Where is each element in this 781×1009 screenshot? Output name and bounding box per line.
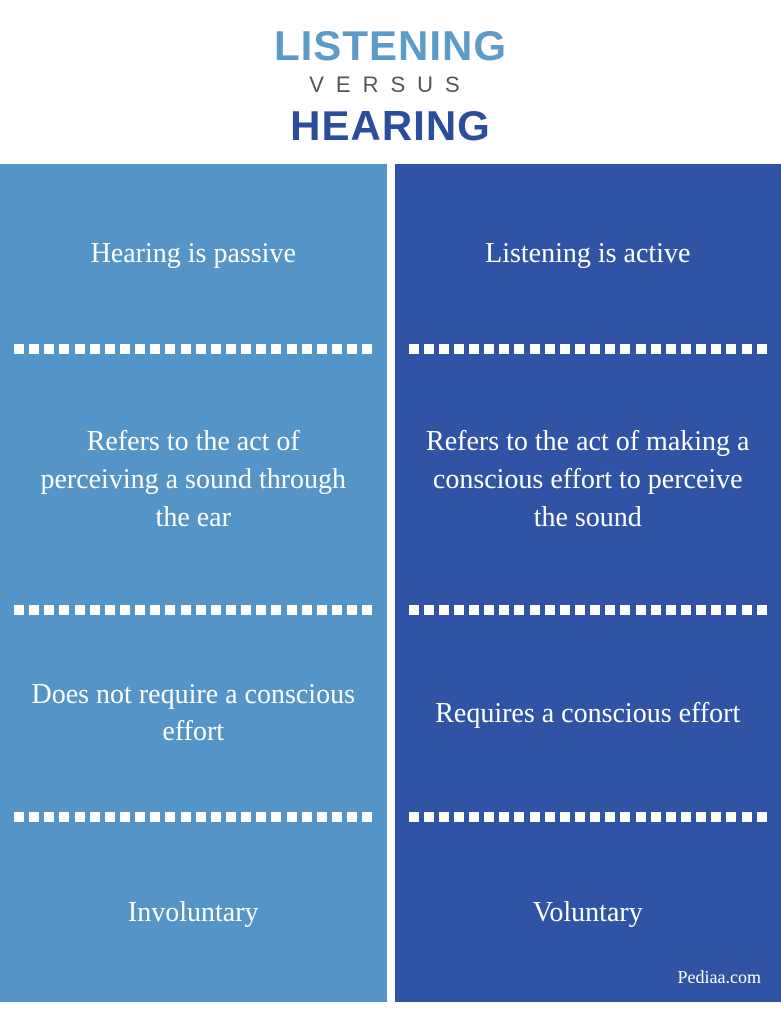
- right-cell-2: Requires a conscious effort: [395, 616, 781, 811]
- divider-right-2: [395, 811, 781, 823]
- divider-right-0: [395, 343, 781, 355]
- column-gap: [387, 164, 395, 1002]
- column-right: Listening is active Refers to the act of…: [395, 164, 781, 1002]
- comparison-columns: Hearing is passive Refers to the act of …: [0, 164, 781, 1002]
- left-cell-text-3: Involuntary: [128, 894, 259, 932]
- divider-left-0: [0, 343, 387, 355]
- left-cell-3: Involuntary: [0, 823, 387, 1002]
- source-credit: Pediaa.com: [678, 967, 761, 988]
- left-cell-2: Does not require a conscious effort: [0, 616, 387, 811]
- right-cell-text-2: Requires a conscious effort: [435, 695, 740, 733]
- right-cell-text-3: Voluntary: [533, 894, 643, 932]
- right-cell-text-0: Listening is active: [485, 235, 690, 273]
- left-cell-1: Refers to the act of perceiving a sound …: [0, 355, 387, 604]
- left-cell-text-2: Does not require a conscious effort: [28, 676, 359, 752]
- title-versus: VERSUS: [0, 72, 781, 98]
- divider-left-2: [0, 811, 387, 823]
- right-cell-0: Listening is active: [395, 164, 781, 343]
- title-listening: LISTENING: [0, 22, 781, 70]
- right-cell-text-1: Refers to the act of making a conscious …: [423, 423, 754, 536]
- left-cell-0: Hearing is passive: [0, 164, 387, 343]
- divider-right-1: [395, 604, 781, 616]
- divider-left-1: [0, 604, 387, 616]
- title-hearing: HEARING: [0, 102, 781, 150]
- header: LISTENING VERSUS HEARING: [0, 0, 781, 164]
- left-cell-text-0: Hearing is passive: [91, 235, 296, 273]
- column-left: Hearing is passive Refers to the act of …: [0, 164, 387, 1002]
- right-cell-1: Refers to the act of making a conscious …: [395, 355, 781, 604]
- left-cell-text-1: Refers to the act of perceiving a sound …: [28, 423, 359, 536]
